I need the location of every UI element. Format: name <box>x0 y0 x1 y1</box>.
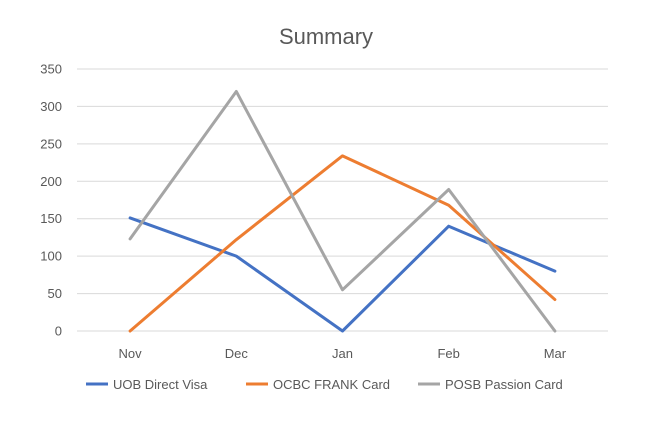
x-tick-label: Nov <box>119 346 143 361</box>
y-tick-label: 50 <box>48 286 62 301</box>
y-tick-label: 300 <box>40 99 62 114</box>
gridlines <box>77 68 608 332</box>
series-line-1 <box>128 154 557 333</box>
y-tick-label: 250 <box>40 136 62 151</box>
y-tick-label: 100 <box>40 249 62 264</box>
legend: UOB Direct Visa OCBC FRANK Card POSB Passi… <box>86 377 563 392</box>
x-tick-label: Jan <box>332 346 353 361</box>
chart-title: Summary <box>279 24 373 49</box>
y-tick-label: 0 <box>55 324 62 339</box>
y-tick-label: 150 <box>40 211 62 226</box>
y-axis-ticks: 0 50 100 150 200 250 300 350 <box>40 62 62 339</box>
x-tick-label: Dec <box>225 346 249 361</box>
x-tick-label: Feb <box>437 346 459 361</box>
x-axis-ticks: Nov Dec Jan Feb Mar <box>119 346 567 361</box>
x-tick-label: Mar <box>544 346 567 361</box>
legend-label: POSB Passion Card <box>445 377 563 392</box>
legend-label: OCBC FRANK Card <box>273 377 390 392</box>
y-tick-label: 350 <box>40 62 62 77</box>
series-lines <box>128 89 557 333</box>
series-line-0 <box>128 216 557 333</box>
series-line-2 <box>128 89 557 333</box>
legend-label: UOB Direct Visa <box>113 377 208 392</box>
y-tick-label: 200 <box>40 174 62 189</box>
